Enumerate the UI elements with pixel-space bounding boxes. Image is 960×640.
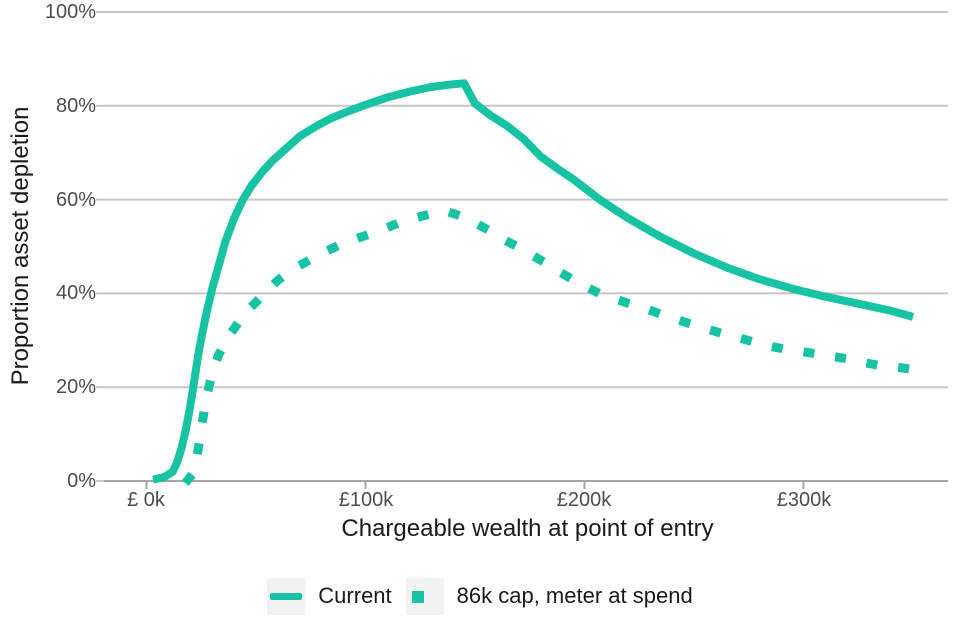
legend-label-current: Current xyxy=(318,583,392,608)
legend-label-86k-cap: 86k cap, meter at spend xyxy=(456,583,693,608)
legend-item-86k-cap: 86k cap, meter at spend xyxy=(405,577,693,615)
y-tick-label-20: 20% xyxy=(55,376,96,398)
x-tick-label-300k: £300k xyxy=(776,489,832,511)
legend-item-current: Current xyxy=(267,577,392,615)
legend-key-dotted-line xyxy=(405,577,444,615)
y-tick-label-60: 60% xyxy=(55,189,96,211)
y-axis-title: Proportion asset depletion xyxy=(7,106,34,386)
y-tick-label-0: 0% xyxy=(67,470,96,492)
legend: Current 86k cap, meter at spend xyxy=(0,576,960,616)
y-tick-label-80: 80% xyxy=(55,95,96,117)
dotted-line-swatch-icon xyxy=(411,590,424,603)
x-tick-label-200k: £200k xyxy=(556,489,612,511)
solid-line-swatch-icon xyxy=(270,592,303,600)
x-tick-label-100k: £100k xyxy=(338,489,394,511)
x-tick-label-0k: £ 0k xyxy=(127,489,165,511)
legend-key-solid-line xyxy=(267,577,306,615)
y-tick-label-40: 40% xyxy=(55,282,96,304)
y-tick-label-100: 100% xyxy=(44,1,96,23)
x-axis-title: Chargeable wealth at point of entry xyxy=(341,515,714,542)
